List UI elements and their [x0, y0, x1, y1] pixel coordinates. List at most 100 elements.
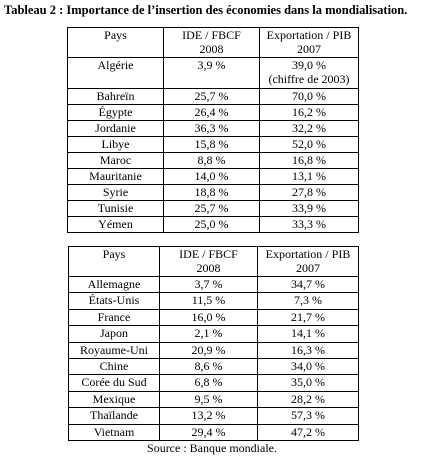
header-row: Pays IDE / FBCF 2008 Exportation / PIB 2007: [67, 27, 359, 58]
cell-line: 2008: [196, 261, 221, 275]
table-cell: 16,2 %: [259, 104, 359, 121]
table-cell: États-Unis: [68, 292, 160, 310]
header-cell: Exportation / PIB 2007: [257, 246, 359, 277]
header-cell: Pays: [68, 246, 160, 277]
table-cell: 16,3 %: [257, 341, 359, 359]
table-cell: Japon: [68, 325, 160, 343]
table-cell: Vietnam: [68, 423, 160, 441]
table-row: Tunisie 25,7 % 33,9 %: [67, 200, 359, 217]
cell-line: IDE / FBCF: [179, 247, 238, 262]
table-cell: 35,0 %: [257, 374, 359, 392]
table-cell: 13,2 %: [159, 407, 258, 425]
table-row: France 16,0 % 21,7 %: [68, 308, 359, 327]
table-cell: 39,0 % (chiffre de 2003): [259, 57, 359, 89]
table-row: Vietnam 29,4 % 47,2 %: [68, 423, 359, 441]
table-cell: 14,1 %: [257, 325, 359, 343]
table-cell: Chine: [68, 357, 160, 376]
table-cell: 8,6 %: [159, 357, 258, 376]
table-cell: 27,8 %: [259, 184, 359, 201]
table-cell: 28,2 %: [257, 390, 359, 409]
table-row: États-Unis 11,5 % 7,3 %: [68, 292, 359, 310]
table-cell: 2,1 %: [159, 325, 258, 343]
table-cell: 34,7 %: [257, 275, 359, 294]
cell-line: Pays: [104, 28, 127, 43]
table-row: Jordanie 36,3 % 32,2 %: [67, 120, 359, 137]
table-cell: 52,0 %: [259, 136, 359, 153]
table-row: Syrie 18,8 % 27,8 %: [67, 184, 359, 201]
header-cell: IDE / FBCF 2008: [159, 246, 258, 277]
table-row: Mexique 9,5 % 28,2 %: [68, 390, 359, 409]
table-cell: 29,4 %: [159, 423, 258, 441]
table-cell: 47,2 %: [257, 423, 359, 441]
header-cell: IDE / FBCF 2008: [163, 27, 260, 58]
table-cell: 14,0 %: [163, 168, 260, 185]
table-cell: Corée du Sud: [68, 374, 160, 392]
table-cell: 7,3 %: [257, 292, 359, 310]
table-cell: Tunisie: [67, 200, 164, 217]
table-cell: 57,3 %: [257, 407, 359, 425]
table-cell: 33,3 %: [259, 216, 359, 233]
header-cell: Exportation / PIB 2007: [259, 27, 359, 58]
table-cell: Libye: [67, 136, 164, 153]
table-cell: 21,7 %: [257, 308, 359, 327]
header-cell: Pays: [67, 27, 164, 58]
cell-line: Exportation / PIB: [266, 28, 352, 43]
table-cell: 16,8 %: [259, 152, 359, 169]
table-cell: 15,8 %: [163, 136, 260, 153]
table-cell: 3,9 %: [163, 57, 260, 89]
table-cell: 20,9 %: [159, 341, 258, 359]
table-cell: France: [68, 308, 160, 327]
table-cell: Allemagne: [68, 275, 160, 294]
table-cell: Égypte: [67, 104, 164, 121]
table-cell: 36,3 %: [163, 120, 260, 137]
table-row: Égypte 26,4 % 16,2 %: [67, 104, 359, 121]
title: Tableau 2 : Importance de l’insertion de…: [4, 3, 408, 17]
table-cell: 70,0 %: [259, 88, 359, 105]
table-cell: Yémen: [67, 216, 164, 233]
table-row: Mauritanie 14,0 % 13,1 %: [67, 168, 359, 185]
table-cell: 3,7 %: [159, 275, 258, 294]
table-cell: 8,8 %: [163, 152, 260, 169]
table-cell: 26,4 %: [163, 104, 260, 121]
table-cell: 33,9 %: [259, 200, 359, 217]
table-cell: Maroc: [67, 152, 164, 169]
table-cell: Royaume-Uni: [68, 341, 160, 359]
table-cell: Syrie: [67, 184, 164, 201]
data-table: Pays IDE / FBCF 2008 Exportation / PIB 2007 A…: [68, 246, 359, 441]
table-cell: 18,8 %: [163, 184, 260, 201]
table-cell: Bahreïn: [67, 88, 164, 105]
cell-line: IDE / FBCF: [182, 28, 241, 43]
table-cell: 32,2 %: [259, 120, 359, 137]
cell-line: (chiffre de 2003): [268, 72, 350, 86]
table-cell: 9,5 %: [159, 390, 258, 409]
table-row: Allemagne 3,7 % 34,7 %: [68, 275, 359, 294]
table-row: Chine 8,6 % 34,0 %: [68, 357, 359, 376]
cell-line: 2008: [199, 42, 224, 56]
table-cell: 11,5 %: [159, 292, 258, 310]
table-row: Libye 15,8 % 52,0 %: [67, 136, 359, 153]
table-cell: Jordanie: [67, 120, 164, 137]
table-cell: Mauritanie: [67, 168, 164, 185]
table-cell: Mexique: [68, 390, 160, 409]
table-cell: 6,8 %: [159, 374, 258, 392]
table-row: Japon 2,1 % 14,1 %: [68, 325, 359, 343]
table-cell: 25,7 %: [163, 200, 260, 217]
table-row: Maroc 8,8 % 16,8 %: [67, 152, 359, 169]
table-cell: Thaïlande: [68, 407, 160, 425]
cell-line: 39,0 %: [292, 58, 326, 73]
cell-line: 2007: [297, 42, 321, 56]
table-row: Yémen 25,0 % 33,3 %: [67, 216, 359, 233]
table-cell: 25,0 %: [163, 216, 260, 233]
cell-line: Exportation / PIB: [265, 247, 351, 262]
source: Source : Banque mondiale.: [147, 441, 277, 455]
table-row: Bahreïn 25,7 % 70,0 %: [67, 88, 359, 105]
cell-line: Pays: [102, 247, 126, 262]
cell-line: 2007: [296, 261, 320, 275]
table-cell: 25,7 %: [163, 88, 260, 105]
data-table: Pays IDE / FBCF 2008 Exportation / PIB 2007 A…: [67, 27, 359, 233]
table-row: Corée du Sud 6,8 % 35,0 %: [68, 374, 359, 392]
table-cell: 34,0 %: [257, 357, 359, 376]
table-row: Algérie 3,9 % 39,0 % (chiffre de 2003): [67, 57, 359, 89]
table-cell: 13,1 %: [259, 168, 359, 185]
